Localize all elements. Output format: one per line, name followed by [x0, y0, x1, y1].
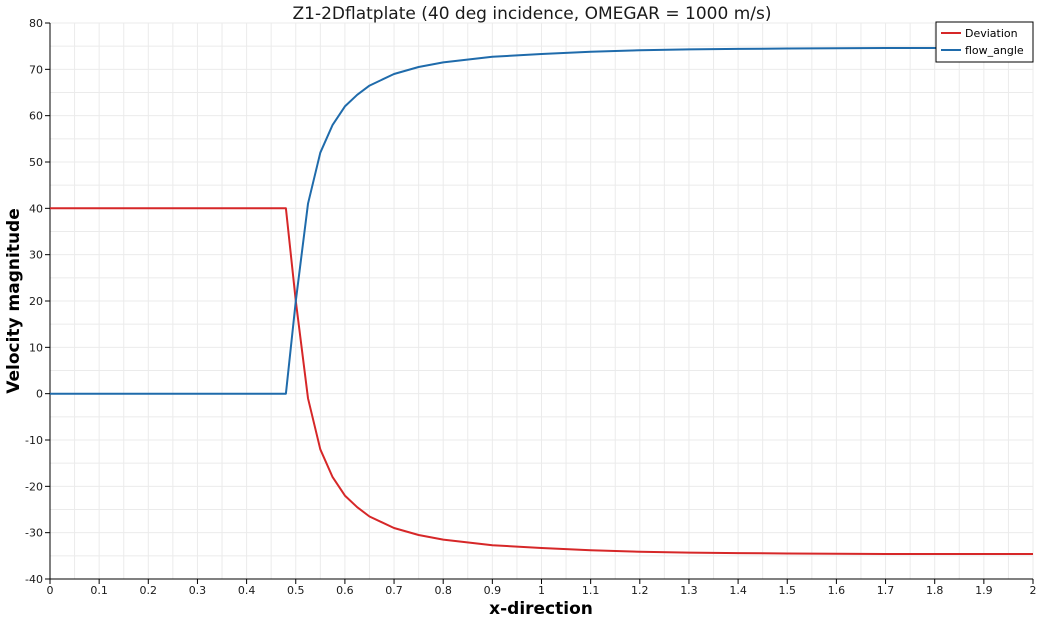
y-tick-label: 40 [29, 202, 43, 215]
y-tick-label: -10 [25, 434, 43, 447]
y-tick-label: 60 [29, 110, 43, 123]
x-tick-label: 0.4 [238, 584, 256, 597]
x-tick-label: 0.9 [484, 584, 502, 597]
x-tick-label: 0.2 [140, 584, 158, 597]
x-tick-label: 0 [47, 584, 54, 597]
legend-box [935, 21, 1034, 63]
y-tick-label: 80 [29, 17, 43, 30]
x-tick-label: 0.8 [434, 584, 452, 597]
axes: 0 0.1 0.2 0.3 0.4 0.5 0.6 0.7 0.8 0.9 1 1.1 1.2 1.3 1.… [25, 17, 1036, 597]
x-tick-label: 1.9 [975, 584, 993, 597]
y-tick-label: 20 [29, 295, 43, 308]
series-lines [50, 47, 1033, 555]
x-tick-label: 0.6 [336, 584, 354, 597]
x-tick-label: 1.2 [631, 584, 649, 597]
y-tick-label: 0 [36, 388, 43, 401]
y-tick-label: -20 [25, 480, 43, 493]
y-tick-label: -40 [25, 573, 43, 586]
series-line-flow-angle [50, 47, 1033, 395]
x-tick-label: 2 [1030, 584, 1037, 597]
y-tick-label: 30 [29, 249, 43, 262]
y-tick-label: 10 [29, 341, 43, 354]
x-tick-label: 1.7 [877, 584, 895, 597]
x-tick-label: 1.5 [779, 584, 797, 597]
x-tick-label: 0.7 [385, 584, 403, 597]
x-tick-label: 0.3 [189, 584, 207, 597]
x-tick-label: 0.1 [90, 584, 108, 597]
y-tick-label: -30 [25, 527, 43, 540]
legend-label: Deviation [965, 27, 1018, 40]
x-tick-label: 1.4 [729, 584, 747, 597]
series-line-deviation [50, 207, 1033, 555]
legend-label: flow_angle [965, 44, 1024, 57]
y-tick-label: 50 [29, 156, 43, 169]
y-axis-label: Velocity magnitude [4, 208, 24, 394]
y-tick-label: 70 [29, 63, 43, 76]
legend: Deviation flow_angle [935, 21, 1034, 63]
chart-title: Z1-2Dflatplate (40 deg incidence, OMEGAR… [293, 4, 772, 24]
x-tick-label: 1.8 [926, 584, 944, 597]
x-tick-label: 1.3 [680, 584, 698, 597]
x-tick-label: 1.6 [828, 584, 846, 597]
x-tick-label: 1.1 [582, 584, 600, 597]
x-tick-label: 1 [538, 584, 545, 597]
x-axis-label: x-direction [489, 599, 593, 619]
x-tick-label: 0.5 [287, 584, 305, 597]
grid [49, 22, 1034, 580]
